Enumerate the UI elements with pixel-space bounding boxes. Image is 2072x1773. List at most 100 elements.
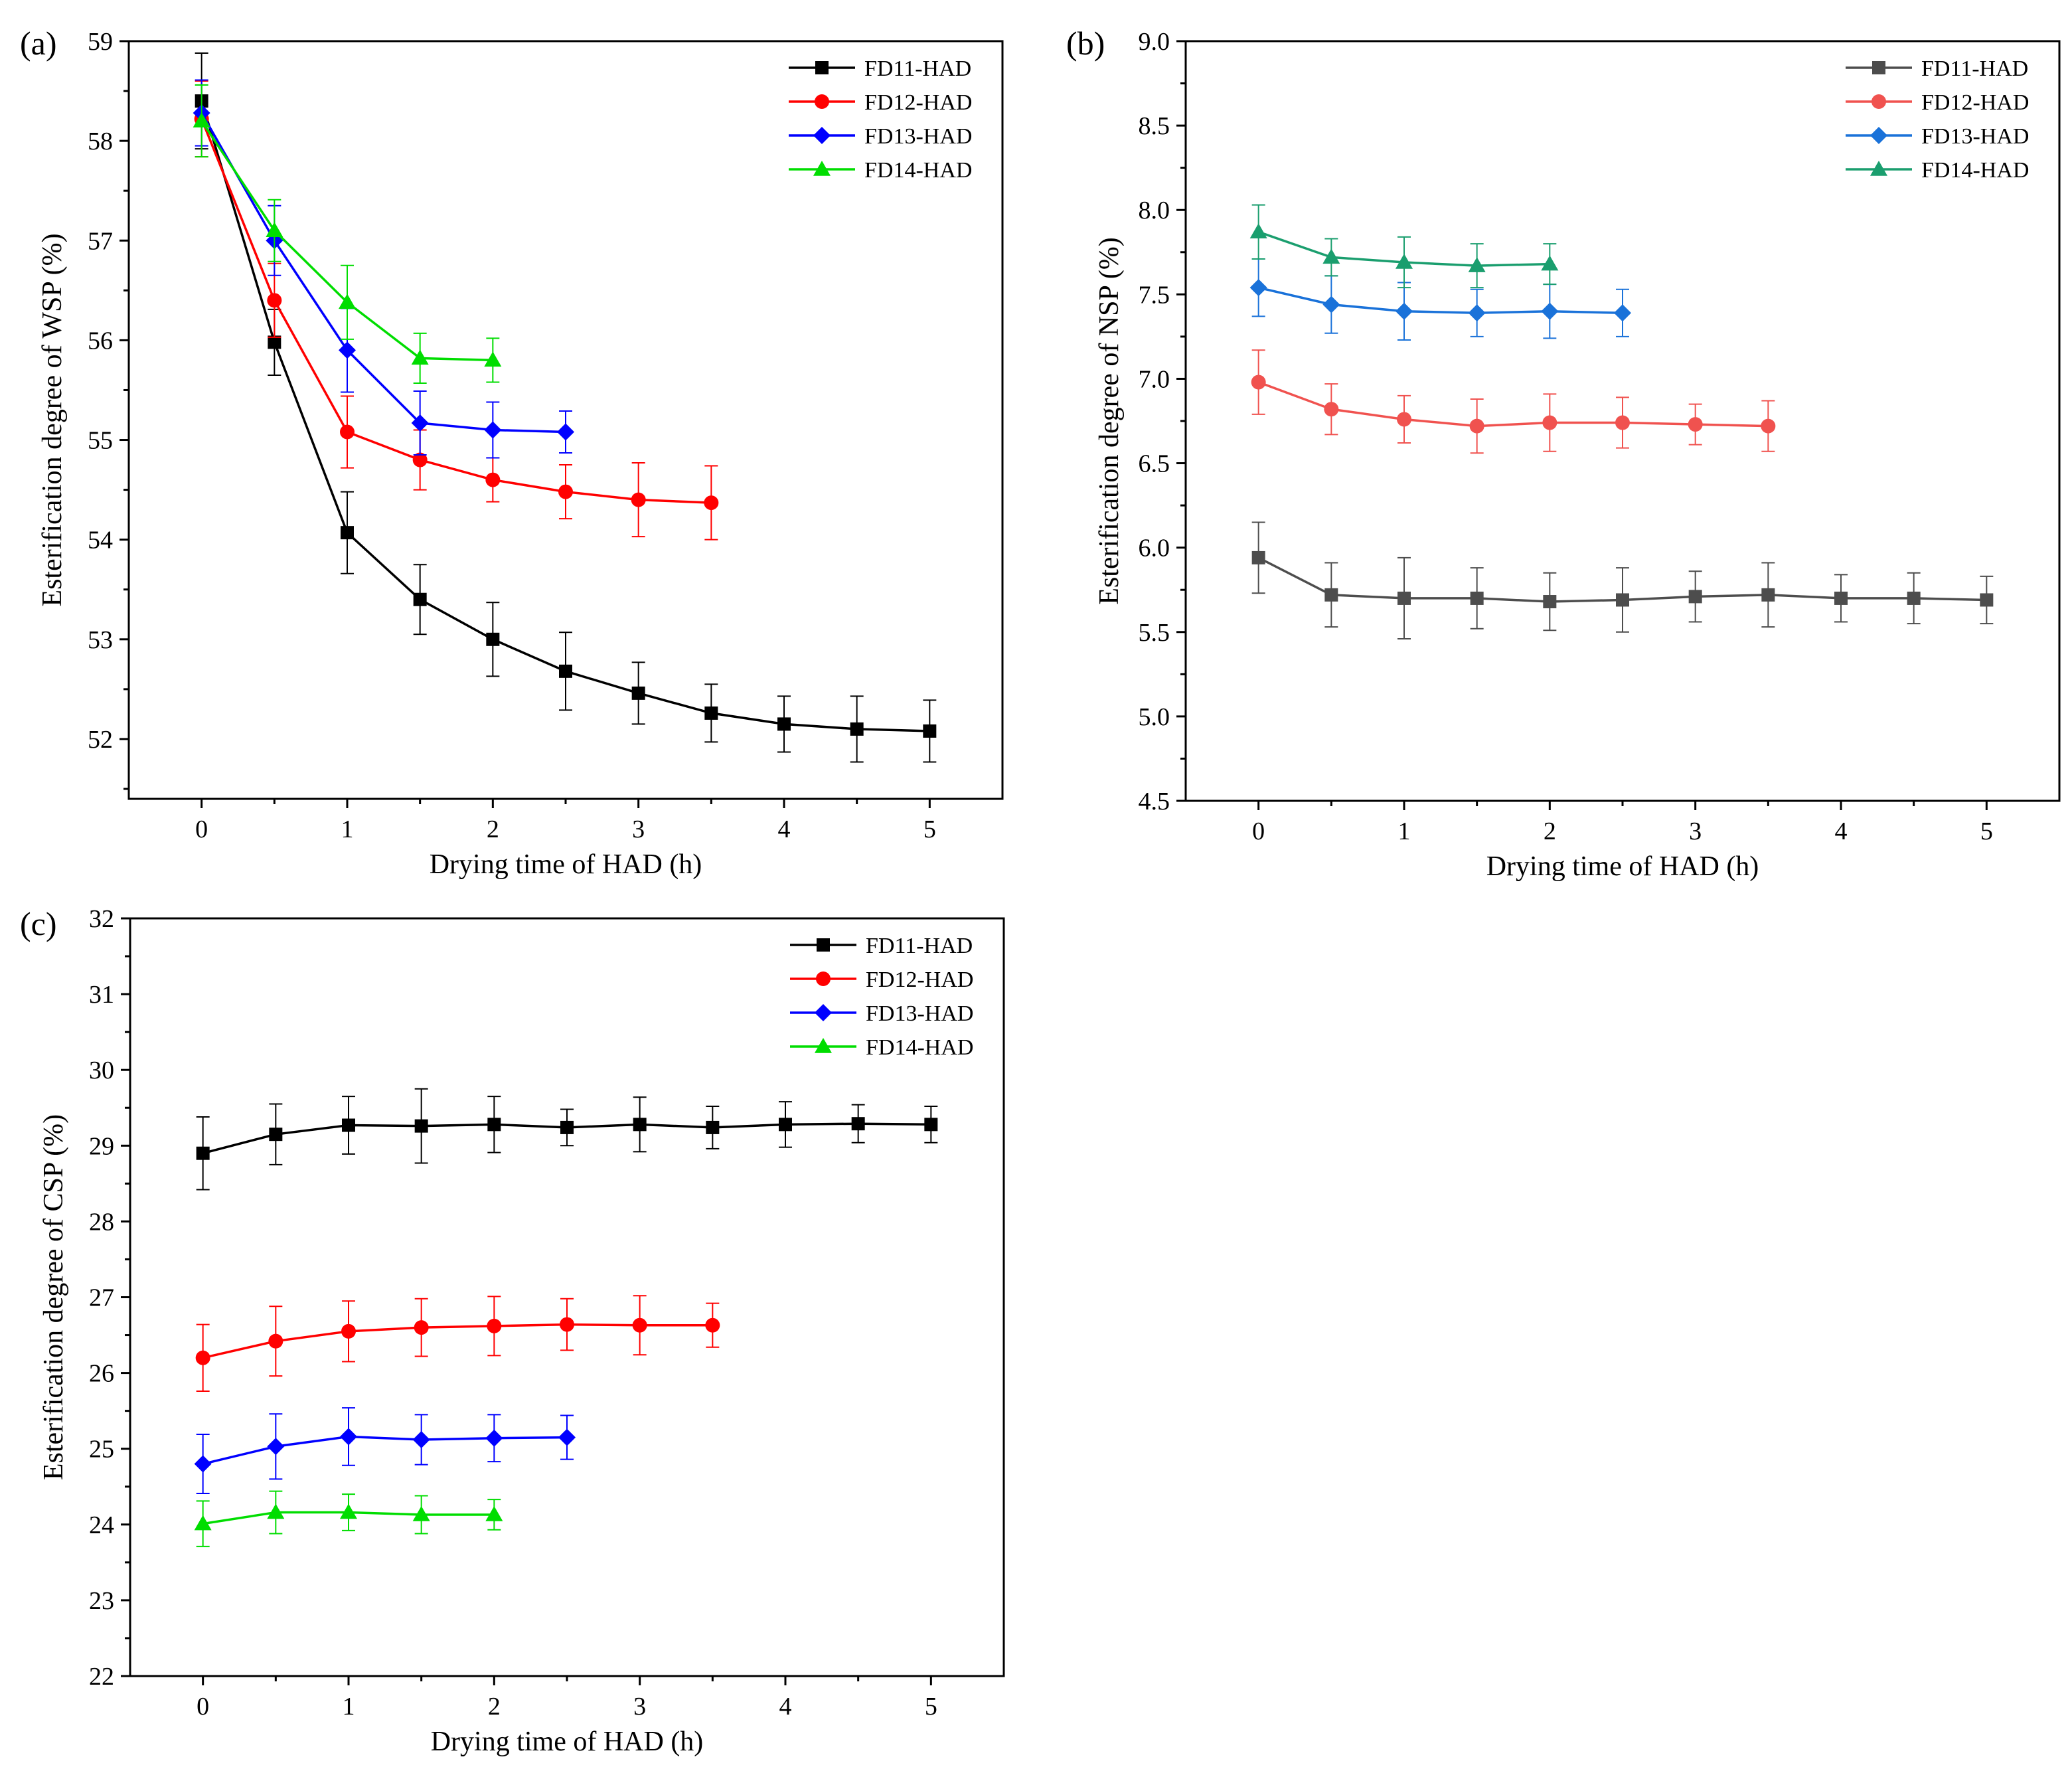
y-tick-label-c: 25 <box>89 1436 114 1464</box>
legend-marker <box>1872 94 1886 109</box>
panel-a: 0 1 2 3 4 5 52 53 54 55 56 57 58 59 Drying time of HAD… <box>20 25 1004 880</box>
y-tick-label-b: 6.0 <box>1139 535 1170 562</box>
data-point <box>1543 595 1557 609</box>
data-point <box>413 592 427 606</box>
legend-entry-fd14-had-b: FD14-HAD <box>1846 158 2029 183</box>
data-point <box>779 1118 792 1132</box>
data-point <box>268 1333 283 1349</box>
data-point <box>1470 591 1484 605</box>
y-tick-label-b: 7.0 <box>1139 365 1170 393</box>
x-tick-label-b: 1 <box>1398 817 1411 845</box>
data-point <box>1324 588 1338 602</box>
legend-label: FD11-HAD <box>866 934 973 958</box>
x-tick-label-a: 0 <box>195 815 208 843</box>
legend-entry-fd12-had-b: FD12-HAD <box>1846 90 2029 115</box>
y-tick-label-a: 58 <box>88 127 113 155</box>
data-point <box>486 632 500 646</box>
plot-frame-c <box>129 917 1005 1677</box>
data-point <box>705 1317 720 1333</box>
x-tick-label-b: 2 <box>1544 817 1556 845</box>
x-tick-label-a: 5 <box>923 815 936 843</box>
data-point <box>1397 591 1411 605</box>
y-tick-label-c: 24 <box>89 1511 114 1539</box>
data-point <box>1249 223 1267 239</box>
legend-label: FD14-HAD <box>866 1035 973 1060</box>
y-tick-label-c: 23 <box>89 1587 114 1615</box>
series-fd13-had-b <box>1249 258 1631 341</box>
y-tick-label-c: 27 <box>89 1284 114 1312</box>
y-tick-label-b: 8.0 <box>1139 197 1170 224</box>
legend-marker <box>1872 61 1885 74</box>
data-point <box>411 349 429 365</box>
x-tick-label-b: 0 <box>1252 817 1265 845</box>
series-line <box>200 118 712 504</box>
y-tick-label-c: 31 <box>89 981 114 1009</box>
data-point <box>1542 415 1557 430</box>
data-point <box>558 1428 576 1446</box>
data-point <box>1251 550 1265 564</box>
legend-marker <box>816 971 831 986</box>
series-line <box>1258 380 1769 428</box>
x-tick-label-c: 5 <box>925 1693 937 1721</box>
legend-marker <box>815 1038 832 1053</box>
data-point <box>1761 588 1775 602</box>
data-point <box>1834 591 1848 605</box>
data-point <box>1469 418 1484 434</box>
y-tick-label-a: 53 <box>88 626 113 654</box>
data-point <box>267 1503 285 1519</box>
data-point <box>1397 412 1411 427</box>
data-point <box>560 1317 574 1332</box>
data-point <box>269 1128 283 1141</box>
y-tick-label-b: 9.0 <box>1139 28 1170 56</box>
legend-label: FD12-HAD <box>1921 90 2029 115</box>
legend-marker <box>815 61 829 74</box>
data-point <box>631 686 645 700</box>
legend-marker <box>815 1004 832 1021</box>
series-fd14-had-c <box>194 1490 503 1547</box>
legend-entry-fd12-had-c: FD12-HAD <box>790 968 973 992</box>
series-line <box>202 1435 568 1466</box>
y-tick-label-b: 7.5 <box>1139 281 1170 309</box>
x-tick-label-a: 2 <box>487 815 499 843</box>
data-point <box>1251 375 1266 390</box>
data-point <box>632 1317 647 1333</box>
data-point <box>194 1515 212 1531</box>
series-fd12-had-a <box>194 80 719 541</box>
data-point <box>194 1455 212 1473</box>
x-axis-label-b: Drying time of HAD (h) <box>1486 851 1759 882</box>
data-point <box>1615 415 1630 430</box>
data-point <box>339 294 356 309</box>
series-fd13-had-a <box>193 79 574 459</box>
panel-label-c: (c) <box>20 905 57 942</box>
data-point <box>1324 402 1339 417</box>
x-axis-label-c: Drying time of HAD (h) <box>431 1727 704 1757</box>
series-line <box>202 1323 713 1359</box>
data-point <box>1395 254 1413 269</box>
legend-entry-fd12-had-a: FD12-HAD <box>789 90 972 115</box>
legend-label: FD12-HAD <box>866 968 973 992</box>
y-tick-label-c: 30 <box>89 1056 114 1084</box>
y-tick-label-c: 28 <box>89 1208 114 1236</box>
data-point <box>633 1118 647 1132</box>
legend-entry-fd14-had-a: FD14-HAD <box>789 158 972 183</box>
series-fd13-had-c <box>194 1407 576 1495</box>
data-point <box>1688 417 1703 432</box>
data-point <box>924 1118 938 1132</box>
x-tick-label-a: 3 <box>632 815 645 843</box>
data-point <box>411 414 429 432</box>
data-point <box>1249 279 1267 297</box>
y-axis-label-b: Esterification degree of NSP (%) <box>1094 237 1125 605</box>
data-point <box>1468 257 1486 272</box>
series-fd11-had-b <box>1251 521 1994 639</box>
legend-entry-fd11-had-c: FD11-HAD <box>790 934 973 958</box>
legend-label: FD14-HAD <box>1921 158 2029 183</box>
data-point <box>1761 418 1776 434</box>
series-fd12-had-c <box>195 1295 720 1392</box>
y-tick-label-c: 26 <box>89 1360 114 1388</box>
data-point <box>487 1118 501 1132</box>
data-point <box>1688 590 1702 604</box>
legend-label: FD14-HAD <box>864 158 972 183</box>
data-point <box>340 424 355 440</box>
data-point <box>341 1323 356 1339</box>
